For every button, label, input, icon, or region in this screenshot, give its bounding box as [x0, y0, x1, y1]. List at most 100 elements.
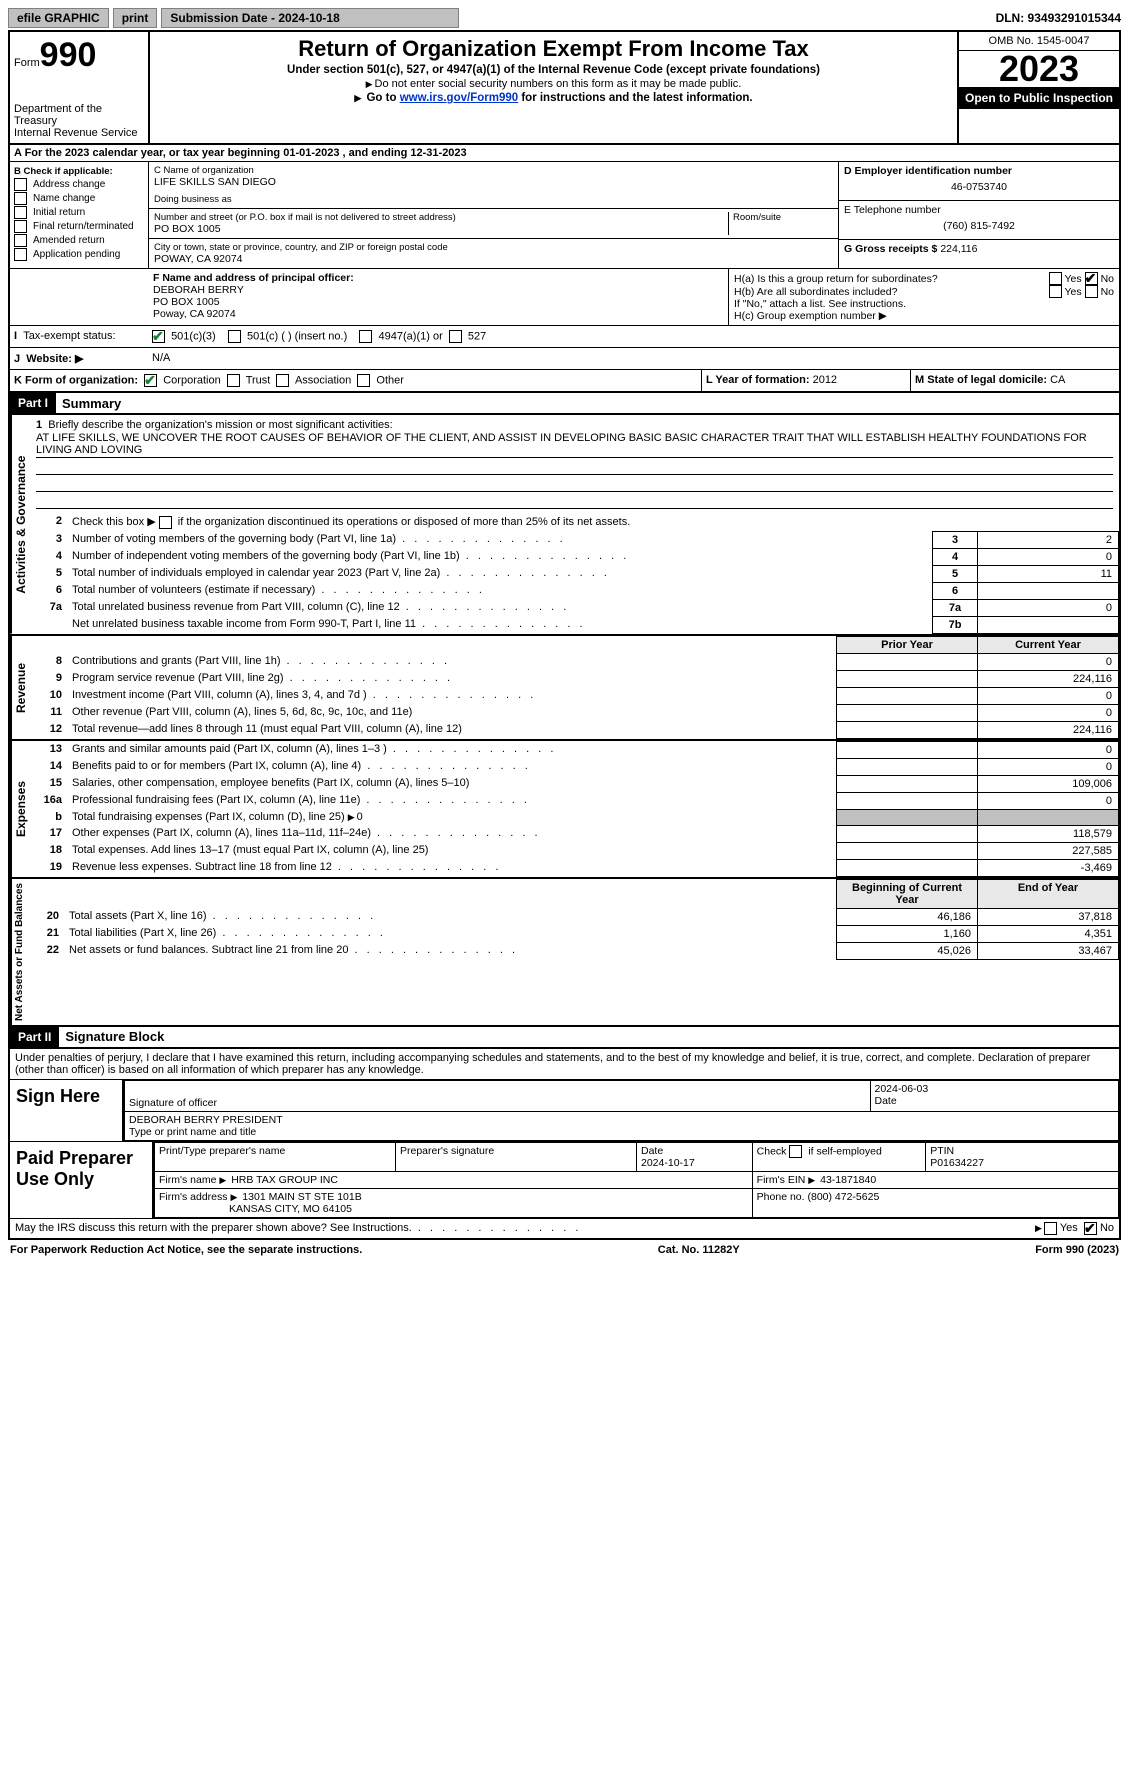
officer-street: PO BOX 1005 — [153, 296, 723, 308]
cb-trust[interactable] — [227, 374, 240, 387]
page-footer: For Paperwork Reduction Act Notice, see … — [8, 1240, 1121, 1260]
part1-title: Summary — [56, 396, 121, 411]
l20-label: Total assets (Part X, line 16) — [65, 908, 837, 925]
l3-value: 2 — [978, 531, 1119, 548]
l1-blank2 — [36, 475, 1113, 492]
street-label: Number and street (or P.O. box if mail i… — [154, 212, 724, 223]
hc-label: H(c) Group exemption number — [734, 310, 876, 322]
l21-begin: 1,160 — [837, 925, 978, 942]
cb-name-change[interactable] — [14, 192, 27, 205]
footer-left: For Paperwork Reduction Act Notice, see … — [10, 1244, 362, 1256]
l10-prior — [837, 687, 978, 704]
l11-label: Other revenue (Part VIII, column (A), li… — [68, 704, 837, 721]
ein-value: 46-0753740 — [844, 177, 1114, 197]
efile-button[interactable]: efile GRAPHIC — [8, 8, 109, 28]
paid-preparer-row: Paid Preparer Use Only Print/Type prepar… — [10, 1142, 1119, 1219]
l14-prior — [837, 758, 978, 775]
j-arrow: ▶ — [75, 353, 83, 365]
l8-current: 0 — [978, 653, 1119, 670]
cb-hb-no[interactable] — [1085, 285, 1098, 298]
preparer-table: Print/Type preparer's name Preparer's si… — [154, 1142, 1119, 1218]
section-netassets: Net Assets or Fund Balances Beginning of… — [10, 879, 1119, 1027]
city-label: City or town, state or province, country… — [154, 242, 833, 253]
header-right: OMB No. 1545-0047 2023 Open to Public In… — [959, 32, 1119, 143]
box-f: F Name and address of principal officer:… — [148, 269, 729, 325]
irs-label: Internal Revenue Service — [14, 127, 144, 139]
prep-date-label: Date — [641, 1145, 748, 1157]
header-middle: Return of Organization Exempt From Incom… — [150, 32, 959, 143]
form-subtitle-2: Do not enter social security numbers on … — [156, 78, 951, 90]
officer-label: F Name and address of principal officer: — [153, 272, 723, 284]
l7b-label: Net unrelated business taxable income fr… — [68, 616, 933, 633]
l1-label: Briefly describe the organization's miss… — [48, 419, 392, 431]
l14-label: Benefits paid to or for members (Part IX… — [68, 758, 837, 775]
cb-ha-no[interactable] — [1085, 272, 1098, 285]
firm-addr-label: Firm's address — [159, 1191, 228, 1203]
cb-amended[interactable] — [14, 234, 27, 247]
cb-501c[interactable] — [228, 330, 241, 343]
hb-note: If "No," attach a list. See instructions… — [734, 298, 1114, 310]
cb-app-pending[interactable] — [14, 248, 27, 261]
cb-corp[interactable] — [144, 374, 157, 387]
l9-prior — [837, 670, 978, 687]
l3-label: Number of voting members of the governin… — [68, 531, 933, 548]
m-value: CA — [1050, 374, 1065, 386]
cb-discuss-no[interactable] — [1084, 1222, 1097, 1235]
box-h: H(a) Is this a group return for subordin… — [729, 269, 1119, 325]
l21-end: 4,351 — [978, 925, 1119, 942]
gross-receipts-label: G Gross receipts $ — [844, 243, 937, 255]
cb-self-employed[interactable] — [789, 1145, 802, 1158]
box-b-label: B Check if applicable: — [14, 166, 144, 177]
cb-assoc[interactable] — [276, 374, 289, 387]
print-button[interactable]: print — [113, 8, 158, 28]
cb-other[interactable] — [357, 374, 370, 387]
goto-prefix: Go to — [366, 92, 399, 104]
k-trust: Trust — [246, 374, 271, 386]
l20-end: 37,818 — [978, 908, 1119, 925]
cb-address-change[interactable] — [14, 178, 27, 191]
firm-addr1: 1301 MAIN ST STE 101B — [242, 1191, 361, 1203]
l16a-label: Professional fundraising fees (Part IX, … — [68, 792, 837, 809]
sign-here-label: Sign Here — [10, 1080, 124, 1141]
part2-title: Signature Block — [59, 1029, 164, 1044]
entity-info-grid: B Check if applicable: Address change Na… — [10, 162, 1119, 269]
section-expenses: Expenses 13Grants and similar amounts pa… — [10, 741, 1119, 879]
ha-no: No — [1101, 273, 1114, 285]
irs-link[interactable]: www.irs.gov/Form990 — [400, 92, 518, 104]
l8-prior — [837, 653, 978, 670]
cb-501c3[interactable] — [152, 330, 165, 343]
cb-discontinued[interactable] — [159, 516, 172, 529]
box-k: K Form of organization: Corporation Trus… — [10, 370, 701, 391]
l4-label: Number of independent voting members of … — [68, 548, 933, 565]
l17-label: Other expenses (Part IX, column (A), lin… — [68, 825, 837, 842]
box-deg: D Employer identification number 46-0753… — [839, 162, 1119, 268]
k-corp: Corporation — [163, 374, 220, 386]
org-name-label: C Name of organization — [154, 165, 833, 176]
cb-initial-return[interactable] — [14, 206, 27, 219]
phone-value: (760) 815-7492 — [844, 216, 1114, 236]
hb-yes: Yes — [1065, 286, 1082, 298]
lbl-amended: Amended return — [33, 235, 105, 246]
cb-discuss-yes[interactable] — [1044, 1222, 1057, 1235]
date-label: Date — [875, 1095, 1115, 1107]
form-subtitle-3: Go to www.irs.gov/Form990 for instructio… — [156, 92, 951, 104]
section-revenue: Revenue Prior YearCurrent Year 8Contribu… — [10, 636, 1119, 741]
cb-final-return[interactable] — [14, 220, 27, 233]
firm-ein: 43-1871840 — [820, 1174, 876, 1186]
ptin-label: PTIN — [930, 1145, 1114, 1157]
firm-name-label: Firm's name — [159, 1174, 216, 1186]
part1-header-row: Part I Summary — [10, 393, 1119, 415]
l22-label: Net assets or fund balances. Subtract li… — [65, 942, 837, 959]
cb-527[interactable] — [449, 330, 462, 343]
section-activities: Activities & Governance 1 Briefly descri… — [10, 415, 1119, 636]
form-title: Return of Organization Exempt From Incom… — [156, 36, 951, 62]
l18-prior — [837, 842, 978, 859]
l15-label: Salaries, other compensation, employee b… — [68, 775, 837, 792]
i-501c: 501(c) ( ) (insert no.) — [247, 330, 347, 342]
gross-receipts-value: 224,116 — [940, 243, 977, 255]
cb-hb-yes[interactable] — [1049, 285, 1062, 298]
lbl-name-change: Name change — [33, 193, 95, 204]
cb-ha-yes[interactable] — [1049, 272, 1062, 285]
l16b-current — [978, 809, 1119, 825]
cb-4947[interactable] — [359, 330, 372, 343]
